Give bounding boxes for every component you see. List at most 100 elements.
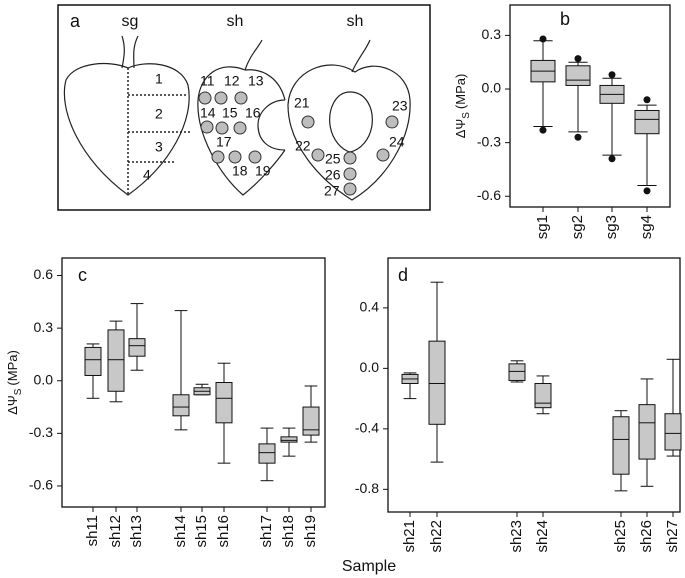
y-tick-label: 0.4 (360, 299, 380, 315)
box-body (302, 406, 320, 436)
y-label-main: ΔΨ (453, 119, 468, 139)
box (172, 310, 190, 431)
y-tick-label: 0.6 (34, 266, 54, 282)
sample-dots (198, 91, 262, 164)
box-body (565, 65, 591, 86)
x-tick-label: sg2 (569, 215, 586, 239)
y-label-unit: (MPa) (453, 74, 468, 109)
x-tick-label: sh24 (534, 520, 551, 553)
dot (214, 91, 228, 105)
point-label: 15 (222, 105, 238, 121)
y-tick-label: 0.3 (34, 319, 54, 335)
panel-a: a sg sh sh 1 2 3 4 11 12 13 14 15 16 17 … (57, 4, 431, 211)
flier (574, 133, 582, 141)
box (508, 360, 526, 383)
flier (539, 126, 547, 134)
x-tick-label: sh11 (84, 515, 101, 546)
y-tick-label: 0.0 (34, 371, 54, 387)
sample-dots (301, 115, 399, 196)
panel-label: d (398, 265, 408, 285)
panel-label: a (70, 11, 81, 31)
x-tick-label: sh18 (280, 515, 297, 548)
box (612, 410, 630, 492)
axes-frame (387, 257, 681, 513)
x-tick-label: sh22 (428, 520, 445, 553)
panel-label: b (560, 9, 570, 29)
sector-lines (127, 68, 190, 195)
box-body (664, 413, 682, 451)
x-tick-label: sh21 (401, 520, 418, 553)
flier (539, 35, 547, 43)
box (664, 358, 682, 457)
axes-frame (61, 257, 326, 508)
x-tick-label: sg3 (603, 215, 620, 239)
stem (351, 39, 371, 73)
y-tick-label: 0.0 (360, 359, 380, 375)
box (107, 320, 125, 403)
point-label: 17 (216, 134, 232, 150)
y-label-sub: S (13, 388, 24, 395)
box (128, 303, 146, 371)
box (530, 35, 556, 134)
box-body (107, 329, 125, 392)
box (84, 343, 102, 399)
stem (244, 39, 263, 71)
dot (343, 182, 357, 196)
fruit-outline (63, 62, 190, 196)
box (428, 281, 446, 463)
x-tick-label: sh23 (508, 520, 525, 553)
y-label-main: ΔΨ (5, 395, 20, 415)
y-label-sub: S (461, 112, 472, 119)
box (401, 372, 419, 400)
y-tick-label: -0.4 (355, 420, 379, 436)
dot (301, 115, 315, 129)
box (302, 385, 320, 443)
box (638, 378, 656, 487)
y-tick-label: -0.6 (29, 477, 53, 493)
y-tick-label: 0.3 (482, 26, 502, 42)
diagram-title: sh (347, 13, 364, 30)
y-label-unit: (MPa) (5, 350, 20, 385)
x-tick-label: sh19 (302, 515, 319, 548)
box (599, 71, 625, 163)
point-label: 26 (325, 167, 341, 183)
box-body (172, 394, 190, 417)
point-label: 27 (324, 183, 340, 199)
flier (574, 55, 582, 63)
point-label: 13 (248, 73, 264, 89)
stem (121, 35, 139, 69)
dot (248, 150, 262, 164)
dot (198, 91, 212, 105)
dot (343, 151, 357, 165)
flier (608, 155, 616, 163)
box-body (634, 109, 660, 135)
point-label: 19 (255, 163, 271, 179)
axes-frame (509, 4, 671, 208)
x-tick-label: sg1 (534, 215, 551, 239)
dot (228, 150, 242, 164)
point-label: 22 (295, 138, 311, 154)
dot (215, 121, 229, 135)
box (534, 375, 552, 415)
point-label: 24 (389, 134, 405, 150)
box (634, 96, 660, 195)
x-axis-label: Sample (342, 558, 396, 575)
segment-label: 1 (155, 71, 163, 87)
point-label: 11 (200, 73, 215, 89)
x-tick-label: sh17 (258, 515, 275, 548)
segment-label: 4 (143, 167, 151, 183)
flier (608, 71, 616, 79)
dot (311, 148, 325, 162)
panel-frame (57, 4, 431, 211)
y-tick-label: -0.3 (29, 424, 53, 440)
dot (376, 148, 390, 162)
box (565, 55, 591, 141)
box-body (612, 416, 630, 475)
y-tick-label: -0.6 (477, 187, 501, 203)
segment-label: 2 (155, 106, 163, 122)
dot (385, 115, 399, 129)
box-body (215, 382, 233, 424)
box-body (428, 340, 446, 425)
dot (211, 150, 225, 164)
